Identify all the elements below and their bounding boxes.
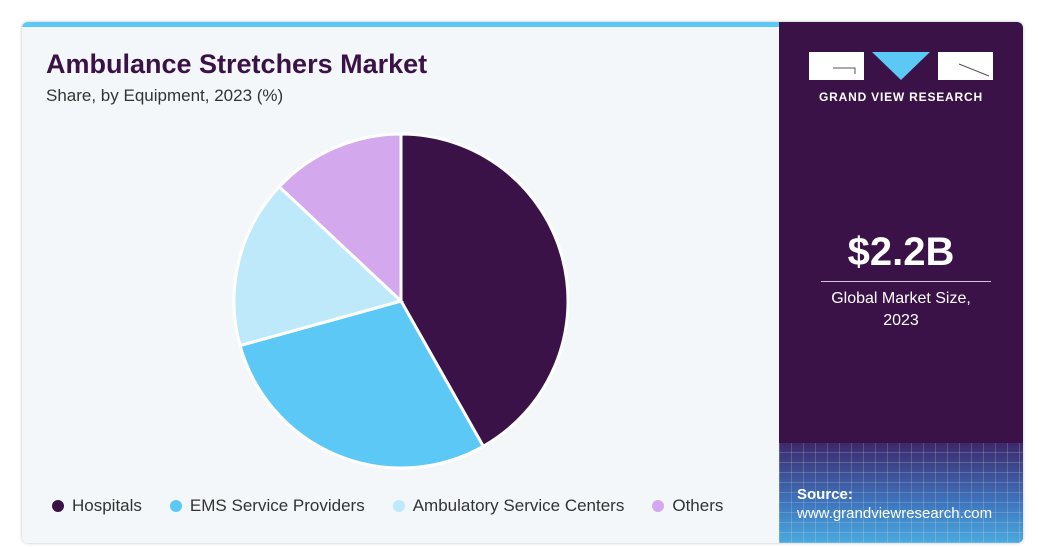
chart-title: Ambulance Stretchers Market xyxy=(46,49,428,79)
legend-label: Others xyxy=(672,496,724,515)
legend-dot-icon xyxy=(52,500,64,512)
legend-dot-icon xyxy=(169,500,182,512)
chart-panel: Ambulance Stretchers Market Share, by Eq… xyxy=(22,22,779,543)
legend-item: Others xyxy=(652,496,723,516)
market-size: $2.2B xyxy=(847,230,955,274)
chart-subtitle: Share, by Equipment, 2023 (%) xyxy=(46,86,284,105)
legend-item: Ambulatory Service Centers xyxy=(392,496,625,516)
legend-label: Hospitals xyxy=(72,496,142,515)
chart-card: Ambulance Stretchers Market Share, by Eq… xyxy=(22,22,1023,543)
info-panel: GRAND VIEW RESEARCH $2.2B Global Market … xyxy=(779,22,1023,543)
source-label: Source: xyxy=(797,486,853,503)
legend-item: Hospitals xyxy=(52,496,142,516)
pie-slice-hospitals xyxy=(399,132,570,449)
legend-item: EMS Service Providers xyxy=(169,496,365,516)
pie-slice-ems-service-providers xyxy=(238,299,486,470)
legend-label: Ambulatory Service Centers xyxy=(412,496,625,515)
legend-label: EMS Service Providers xyxy=(189,496,365,515)
divider xyxy=(821,281,991,282)
market-label-line1: Global Market Size, xyxy=(831,290,971,307)
accent-bar xyxy=(22,22,779,27)
legend: Hospitals EMS Service Providers Ambulatory… xyxy=(52,496,723,516)
pie-chart xyxy=(232,132,570,470)
brand-name: GRAND VIEW RESEARCH xyxy=(819,90,983,104)
pie-slice-others xyxy=(277,132,403,305)
source: Source: www.grandviewresearch.com xyxy=(797,485,992,523)
pie-slice-ambulatory-service-centers xyxy=(232,184,404,348)
market-label-year: 2023 xyxy=(883,312,919,329)
gvr-logo-icon xyxy=(809,52,993,80)
grid-background xyxy=(779,443,1023,543)
legend-dot-icon xyxy=(652,500,665,512)
legend-dot-icon xyxy=(392,500,405,512)
market-size-label: Global Market Size, 2023 xyxy=(779,288,1023,332)
source-link[interactable]: www.grandviewresearch.com xyxy=(797,505,993,522)
